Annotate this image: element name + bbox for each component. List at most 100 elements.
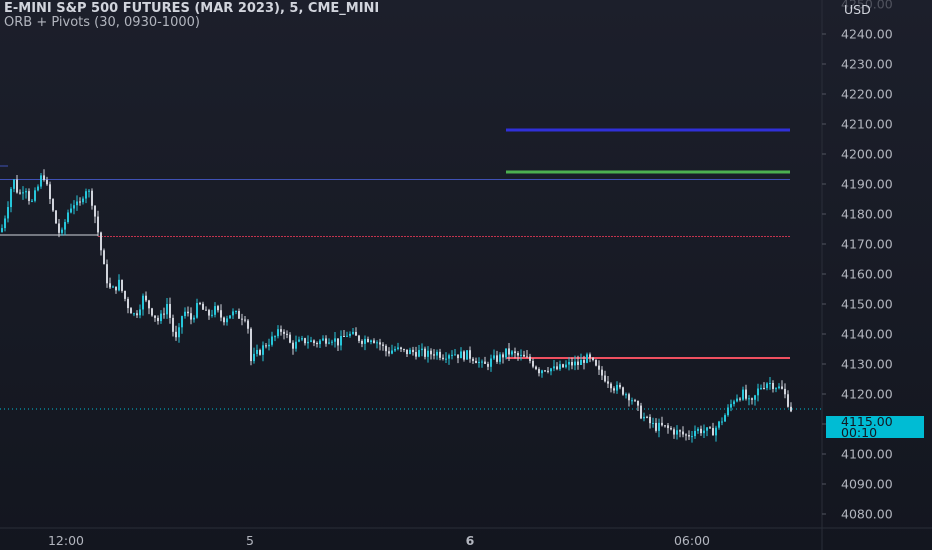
- candle-body: [598, 365, 600, 370]
- candle-body: [715, 427, 717, 436]
- candle-body: [574, 361, 576, 366]
- candle-body: [52, 199, 54, 211]
- candles[interactable]: [1, 169, 792, 443]
- bar-countdown: 00:10: [841, 425, 878, 440]
- candle-body: [76, 201, 78, 206]
- candle-body: [259, 349, 261, 355]
- candle-body: [343, 335, 345, 337]
- candle-body: [271, 336, 273, 345]
- candle-body: [157, 317, 159, 322]
- candle-body: [670, 428, 672, 430]
- candle-body: [697, 428, 699, 431]
- candle-body: [25, 191, 27, 193]
- candle-body: [220, 310, 222, 318]
- time-tick-label: 5: [246, 533, 254, 548]
- candle-body: [241, 318, 243, 320]
- level-lines: [0, 128, 822, 410]
- candle-body: [235, 311, 237, 313]
- candle-body: [118, 279, 120, 291]
- candle-body: [472, 358, 474, 361]
- candle-body: [445, 358, 447, 360]
- candle-body: [334, 338, 336, 342]
- candle-body: [292, 342, 294, 349]
- price-axis[interactable]: 4080.004090.004100.004110.004120.004130.…: [821, 0, 893, 550]
- candle-body: [385, 345, 387, 352]
- candle-body: [487, 363, 489, 367]
- candle-body: [280, 329, 282, 332]
- candle-body: [751, 398, 753, 400]
- candle-body: [268, 344, 270, 347]
- candle-body: [43, 175, 45, 181]
- candle-body: [631, 400, 633, 402]
- candle-body: [91, 190, 93, 206]
- candle-body: [559, 364, 561, 370]
- time-tick-label: 6: [466, 533, 475, 548]
- candle-body: [514, 351, 516, 354]
- candle-body: [352, 331, 354, 334]
- candle-body: [787, 394, 789, 407]
- candle-body: [112, 286, 114, 288]
- candle-body: [499, 354, 501, 362]
- candle-body: [253, 353, 255, 362]
- candle-body: [553, 366, 555, 369]
- candle-body: [202, 303, 204, 310]
- candle-body: [565, 364, 567, 368]
- indicator-legend[interactable]: ORB + Pivots (30, 0930-1000): [4, 15, 200, 30]
- candle-body: [172, 317, 174, 332]
- candle-body: [463, 351, 465, 360]
- candle-body: [1, 228, 3, 232]
- candle-body: [298, 339, 300, 342]
- time-axis[interactable]: 12:00 5 6 06:00: [0, 527, 932, 548]
- candle-body: [415, 352, 417, 357]
- price-tick-label: 4130.00: [841, 357, 893, 372]
- candle-body: [628, 394, 630, 401]
- candle-body: [601, 369, 603, 376]
- candle-body: [328, 342, 330, 344]
- candle-body: [646, 416, 648, 418]
- candle-body: [100, 232, 102, 251]
- candle-body: [289, 334, 291, 343]
- price-tick-label: 4080.00: [841, 507, 893, 522]
- currency-label: USD: [844, 2, 871, 17]
- candle-body: [520, 354, 522, 356]
- candle-body: [436, 351, 438, 356]
- candle-body: [493, 355, 495, 359]
- candle-body: [247, 320, 249, 329]
- candle-body: [34, 190, 36, 201]
- candle-body: [595, 359, 597, 366]
- candle-body: [322, 338, 324, 341]
- candle-body: [295, 341, 297, 349]
- candle-body: [376, 342, 378, 344]
- candle-body: [232, 311, 234, 316]
- candle-body: [766, 383, 768, 389]
- candle-body: [361, 340, 363, 344]
- candle-body: [772, 382, 774, 389]
- candle-body: [148, 300, 150, 309]
- candle-body: [583, 360, 585, 363]
- last-price-value: 4115.00: [841, 414, 893, 429]
- candle-body: [133, 313, 135, 315]
- candle-body: [19, 192, 21, 194]
- candle-body: [187, 311, 189, 314]
- candle-body: [538, 369, 540, 374]
- candle-body: [136, 313, 138, 316]
- candle-body: [529, 356, 531, 361]
- candle-body: [460, 351, 462, 359]
- price-tick-label: 4140.00: [841, 327, 893, 342]
- candle-body: [379, 342, 381, 345]
- candle-body: [412, 349, 414, 353]
- candle-body: [685, 434, 687, 436]
- candle-body: [205, 309, 207, 311]
- candle-body: [613, 388, 615, 391]
- price-tick-label: 4180.00: [841, 207, 893, 222]
- candle-body: [127, 298, 129, 309]
- symbol-title[interactable]: E-MINI S&P 500 FUTURES (MAR 2023), 5, CM…: [4, 1, 380, 16]
- candle-body: [478, 361, 480, 364]
- candle-body: [274, 336, 276, 338]
- candle-body: [703, 430, 705, 434]
- candle-body: [550, 368, 552, 372]
- candle-body: [265, 345, 267, 347]
- candle-body: [679, 430, 681, 432]
